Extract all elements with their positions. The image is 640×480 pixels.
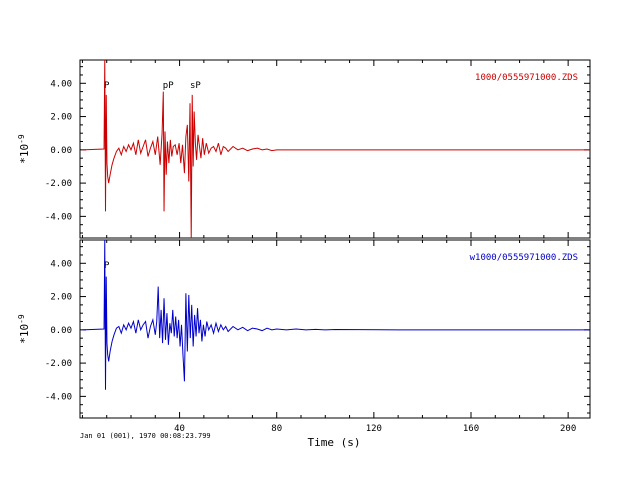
x-axis-label: Time (s): [308, 436, 361, 449]
y-tick-label: -2.00: [45, 179, 72, 189]
series-label: w1000/0555971000.ZDS: [470, 253, 578, 263]
y-tick-label: 0.00: [50, 146, 72, 156]
phase-label: sP: [190, 81, 201, 91]
y-axis-label: *10-9: [17, 314, 31, 344]
y-tick-label: 2.00: [50, 113, 72, 123]
panel-frame: [79, 239, 591, 419]
series-label: 1000/0555971000.ZDS: [475, 73, 578, 83]
x-tick-label: 40: [174, 424, 185, 434]
phase-label: P: [104, 261, 110, 271]
y-tick-label: 2.00: [50, 293, 72, 303]
phase-label: P: [104, 81, 110, 91]
y-tick-label: -4.00: [45, 212, 72, 222]
panel-top: 4.00 2.00 0.00 -2.00 -4.00 *10-9 1000/05559710…: [17, 59, 591, 239]
y-tick-label: 4.00: [50, 259, 72, 269]
y-tick-label: 0.00: [50, 326, 72, 336]
x-tick-label: 200: [560, 424, 576, 434]
x-tick-label: 160: [463, 424, 479, 434]
y-axis-label: *10-9: [17, 134, 31, 164]
panel-frame: [79, 59, 591, 239]
y-tick-label: 4.00: [50, 79, 72, 89]
trace-line: [82, 60, 590, 238]
y-tick-label: -4.00: [45, 392, 72, 402]
y-tick-label: -2.00: [45, 359, 72, 369]
phase-label: pP: [163, 81, 174, 91]
panel-bottom: 4.00 2.00 0.00 -2.00 -4.00 *10-9 w1000/0555971…: [17, 239, 591, 419]
x-tick-label: 120: [366, 424, 382, 434]
x-tick-label: 80: [271, 424, 282, 434]
trace-line: [82, 240, 590, 390]
x-axis: 40 80 120 160 200: [174, 424, 576, 434]
date-label: Jan 01 (001), 1970 00:08:23.799: [80, 432, 211, 440]
